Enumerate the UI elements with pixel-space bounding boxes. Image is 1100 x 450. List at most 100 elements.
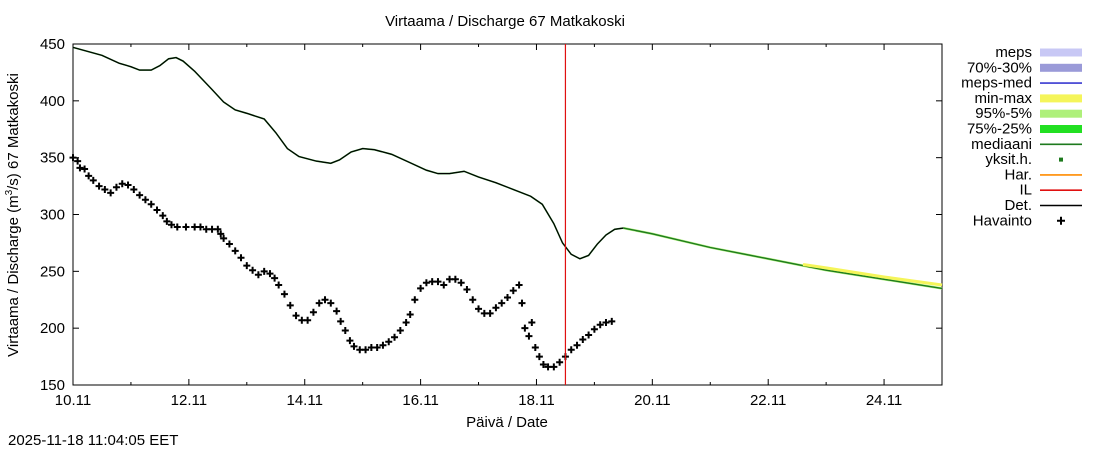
legend-item: meps	[995, 44, 1082, 61]
legend-label: IL	[1019, 182, 1032, 199]
havainto-point	[254, 271, 262, 279]
y-axis-label-main: Virtaama / Discharge (m	[5, 195, 22, 356]
havainto-point	[573, 341, 581, 349]
havainto-point	[107, 189, 115, 197]
havainto-point	[327, 299, 335, 307]
legend-item: Har.	[1004, 166, 1082, 183]
x-axis-label: Päivä / Date	[466, 414, 548, 431]
havainto-point	[492, 304, 500, 312]
plot-area: 10.11 12.11 14.11 16.11 18.11 20.11 22.11 24.11…	[40, 36, 943, 409]
legend-swatch	[1057, 216, 1065, 225]
legend-swatch	[1040, 109, 1082, 118]
havainto-point	[528, 318, 536, 326]
x-tick-label: 24.11	[866, 392, 902, 409]
havainto-point	[535, 353, 543, 361]
havainto-point	[214, 225, 222, 233]
havainto-point	[463, 286, 471, 294]
havainto-point	[521, 324, 529, 332]
y-tick-label: 250	[40, 263, 65, 280]
legend-label: Det.	[1004, 197, 1032, 214]
y-axis-ticks: 150 200 250 300 350 400 450	[40, 36, 942, 394]
y-tick-label: 350	[40, 150, 65, 167]
havainto-point	[515, 281, 523, 289]
havainto-point	[596, 321, 604, 329]
legend-item: 75%-25%	[967, 121, 1082, 138]
havainto-point	[451, 275, 459, 283]
legend-label: yksit.h.	[985, 151, 1032, 168]
havainto-point	[422, 279, 430, 287]
havainto-point	[231, 247, 239, 255]
havainto-point	[101, 185, 109, 193]
havainto-point	[163, 217, 171, 225]
x-tick-label: 18.11	[518, 392, 554, 409]
legend-swatch	[1040, 125, 1082, 133]
y-axis-label: Virtaama / Discharge (m3/s) 67 Matkakosk…	[4, 73, 22, 357]
havainto-point	[518, 299, 526, 307]
havainto-point	[396, 326, 404, 334]
havainto-point	[124, 181, 132, 189]
havainto-point	[602, 318, 610, 326]
havainto-point	[76, 164, 84, 172]
havainto-point	[173, 223, 181, 231]
havainto-point	[159, 212, 167, 220]
havainto-point	[217, 230, 225, 238]
havainto-point	[315, 299, 323, 307]
havainto-point	[153, 206, 161, 214]
havainto-point	[406, 311, 414, 319]
havainto-point	[337, 317, 345, 325]
legend: meps70%-30%meps-medmin-max95%-5%75%-25%m…	[961, 44, 1082, 229]
legend-item: 95%-5%	[975, 105, 1082, 122]
havainto-point	[341, 326, 349, 334]
havainto-point	[69, 154, 77, 162]
legend-item: yksit.h.	[985, 151, 1063, 168]
havainto-point	[237, 254, 245, 262]
havainto-point	[539, 361, 547, 369]
series-det	[72, 46, 624, 260]
legend-item: meps-med	[961, 75, 1082, 92]
havainto-point	[379, 341, 387, 349]
havainto-point	[457, 279, 465, 287]
x-tick-label: 20.11	[634, 392, 670, 409]
y-axis-label-tail: /s) 67 Matkakoski	[5, 73, 22, 190]
havainto-point	[243, 262, 251, 270]
havainto-point	[498, 299, 506, 307]
havainto-point	[391, 333, 399, 341]
havainto-point	[81, 165, 89, 173]
havainto-point	[550, 363, 558, 371]
legend-label: Har.	[1004, 166, 1032, 183]
series-min-max	[802, 263, 943, 287]
havainto-point	[196, 223, 204, 231]
havainto-point	[292, 312, 300, 320]
havainto-point	[309, 308, 317, 316]
legend-item: Havainto	[973, 212, 1065, 229]
havainto-point	[346, 337, 354, 345]
y-tick-label: 150	[40, 377, 65, 394]
havainto-point	[280, 290, 288, 298]
legend-label: meps-med	[961, 75, 1032, 92]
havainto-point	[509, 287, 517, 295]
havainto-point	[475, 305, 483, 313]
legend-label: 70%-30%	[967, 59, 1032, 76]
havainto-point	[275, 281, 283, 289]
havainto-point	[130, 185, 138, 193]
havainto-point	[590, 325, 598, 333]
havainto-point	[486, 309, 494, 317]
havainto-point	[417, 284, 425, 292]
havainto-point	[608, 317, 616, 325]
y-tick-label: 300	[40, 207, 65, 224]
legend-label: 75%-25%	[967, 121, 1032, 138]
chart-title: Virtaama / Discharge 67 Matkakoski	[385, 13, 625, 30]
havainto-point	[304, 316, 312, 324]
havainto-point	[141, 196, 149, 204]
series-layer	[69, 46, 943, 371]
havainto-point	[434, 278, 442, 286]
havainto-point	[385, 338, 393, 346]
havainto-point	[579, 336, 587, 344]
y-tick-label: 200	[40, 320, 65, 337]
havainto-point	[147, 200, 155, 208]
havainto-point	[411, 296, 419, 304]
havainto-point	[531, 343, 539, 351]
havainto-point	[225, 240, 233, 248]
havainto-point	[260, 267, 268, 275]
